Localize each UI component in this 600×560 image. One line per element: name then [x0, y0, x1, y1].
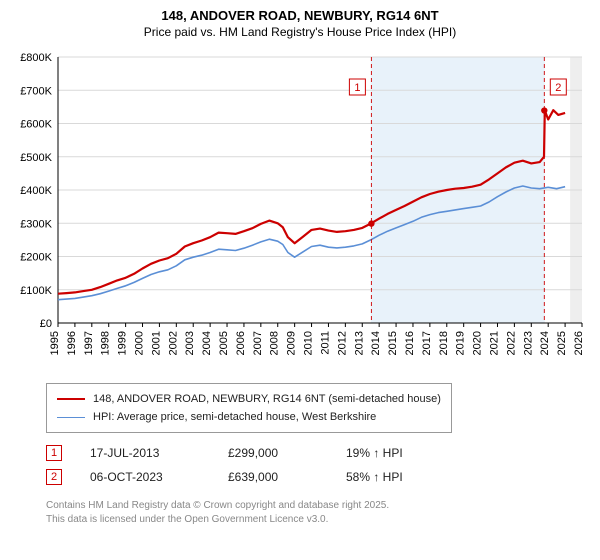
- svg-text:1998: 1998: [100, 331, 112, 355]
- legend-box: 148, ANDOVER ROAD, NEWBURY, RG14 6NT (se…: [46, 383, 452, 433]
- legend-label: 148, ANDOVER ROAD, NEWBURY, RG14 6NT (se…: [93, 393, 441, 405]
- svg-text:1997: 1997: [83, 331, 95, 355]
- svg-text:2013: 2013: [353, 331, 365, 355]
- legend-row: 148, ANDOVER ROAD, NEWBURY, RG14 6NT (se…: [57, 390, 441, 408]
- svg-text:2024: 2024: [539, 331, 551, 355]
- sale-price: £299,000: [228, 446, 318, 460]
- svg-text:1999: 1999: [117, 331, 129, 355]
- svg-text:2010: 2010: [303, 331, 315, 355]
- sale-pct: 58% ↑ HPI: [346, 470, 466, 484]
- copyright-block: Contains HM Land Registry data © Crown c…: [46, 499, 590, 526]
- svg-text:2005: 2005: [218, 331, 230, 355]
- svg-text:£200K: £200K: [20, 252, 52, 264]
- chart-svg: £0 £100K £200K £300K £400K £500K £600K £700K £80…: [10, 45, 590, 375]
- chart-title-address: 148, ANDOVER ROAD, NEWBURY, RG14 6NT: [10, 8, 590, 23]
- sale-marker-icon: 1: [46, 445, 62, 461]
- svg-text:2003: 2003: [184, 331, 196, 355]
- svg-text:2021: 2021: [488, 331, 500, 355]
- svg-text:2008: 2008: [269, 331, 281, 355]
- sale-marker-icon: 2: [46, 469, 62, 485]
- svg-text:2011: 2011: [319, 331, 331, 355]
- sale-date: 06-OCT-2023: [90, 470, 200, 484]
- svg-text:2026: 2026: [573, 331, 585, 355]
- svg-text:2020: 2020: [472, 331, 484, 355]
- svg-text:2000: 2000: [134, 331, 146, 355]
- svg-text:2016: 2016: [404, 331, 416, 355]
- svg-text:£500K: £500K: [20, 152, 52, 164]
- copyright-line1: Contains HM Land Registry data © Crown c…: [46, 499, 590, 513]
- svg-text:£700K: £700K: [20, 85, 52, 97]
- legend-label: HPI: Average price, semi-detached house,…: [93, 411, 376, 423]
- svg-text:2025: 2025: [556, 331, 568, 355]
- sales-table: 1 17-JUL-2013 £299,000 19% ↑ HPI 2 06-OCT-202…: [46, 441, 590, 489]
- svg-text:2001: 2001: [150, 331, 162, 355]
- svg-text:2009: 2009: [286, 331, 298, 355]
- svg-text:2004: 2004: [201, 331, 213, 355]
- svg-text:£600K: £600K: [20, 119, 52, 131]
- svg-text:2007: 2007: [252, 331, 264, 355]
- chart-title-subtitle: Price paid vs. HM Land Registry's House …: [10, 25, 590, 39]
- svg-text:£100K: £100K: [20, 285, 52, 297]
- svg-text:1995: 1995: [49, 331, 61, 355]
- svg-text:2012: 2012: [336, 331, 348, 355]
- svg-text:2018: 2018: [438, 331, 450, 355]
- legend-swatch: [57, 417, 85, 418]
- svg-text:1: 1: [354, 82, 360, 94]
- sale-pct: 19% ↑ HPI: [346, 446, 466, 460]
- svg-text:2015: 2015: [387, 331, 399, 355]
- svg-text:2017: 2017: [421, 331, 433, 355]
- legend-row: HPI: Average price, semi-detached house,…: [57, 408, 441, 426]
- svg-text:£400K: £400K: [20, 185, 52, 197]
- sale-row: 2 06-OCT-2023 £639,000 58% ↑ HPI: [46, 465, 590, 489]
- svg-text:£300K: £300K: [20, 218, 52, 230]
- sale-price: £639,000: [228, 470, 318, 484]
- price-chart: £0 £100K £200K £300K £400K £500K £600K £700K £80…: [10, 45, 590, 375]
- svg-text:2023: 2023: [522, 331, 534, 355]
- sale-date: 17-JUL-2013: [90, 446, 200, 460]
- svg-text:2022: 2022: [505, 331, 517, 355]
- svg-text:2019: 2019: [455, 331, 467, 355]
- svg-text:£0: £0: [40, 318, 52, 330]
- copyright-line2: This data is licensed under the Open Gov…: [46, 513, 590, 527]
- svg-text:1996: 1996: [66, 331, 78, 355]
- svg-text:2: 2: [555, 82, 561, 94]
- chart-title-block: 148, ANDOVER ROAD, NEWBURY, RG14 6NT Pri…: [10, 8, 590, 39]
- legend-swatch: [57, 398, 85, 400]
- svg-text:2002: 2002: [167, 331, 179, 355]
- svg-text:2014: 2014: [370, 331, 382, 355]
- svg-text:2006: 2006: [235, 331, 247, 355]
- svg-text:£800K: £800K: [20, 52, 52, 64]
- sale-row: 1 17-JUL-2013 £299,000 19% ↑ HPI: [46, 441, 590, 465]
